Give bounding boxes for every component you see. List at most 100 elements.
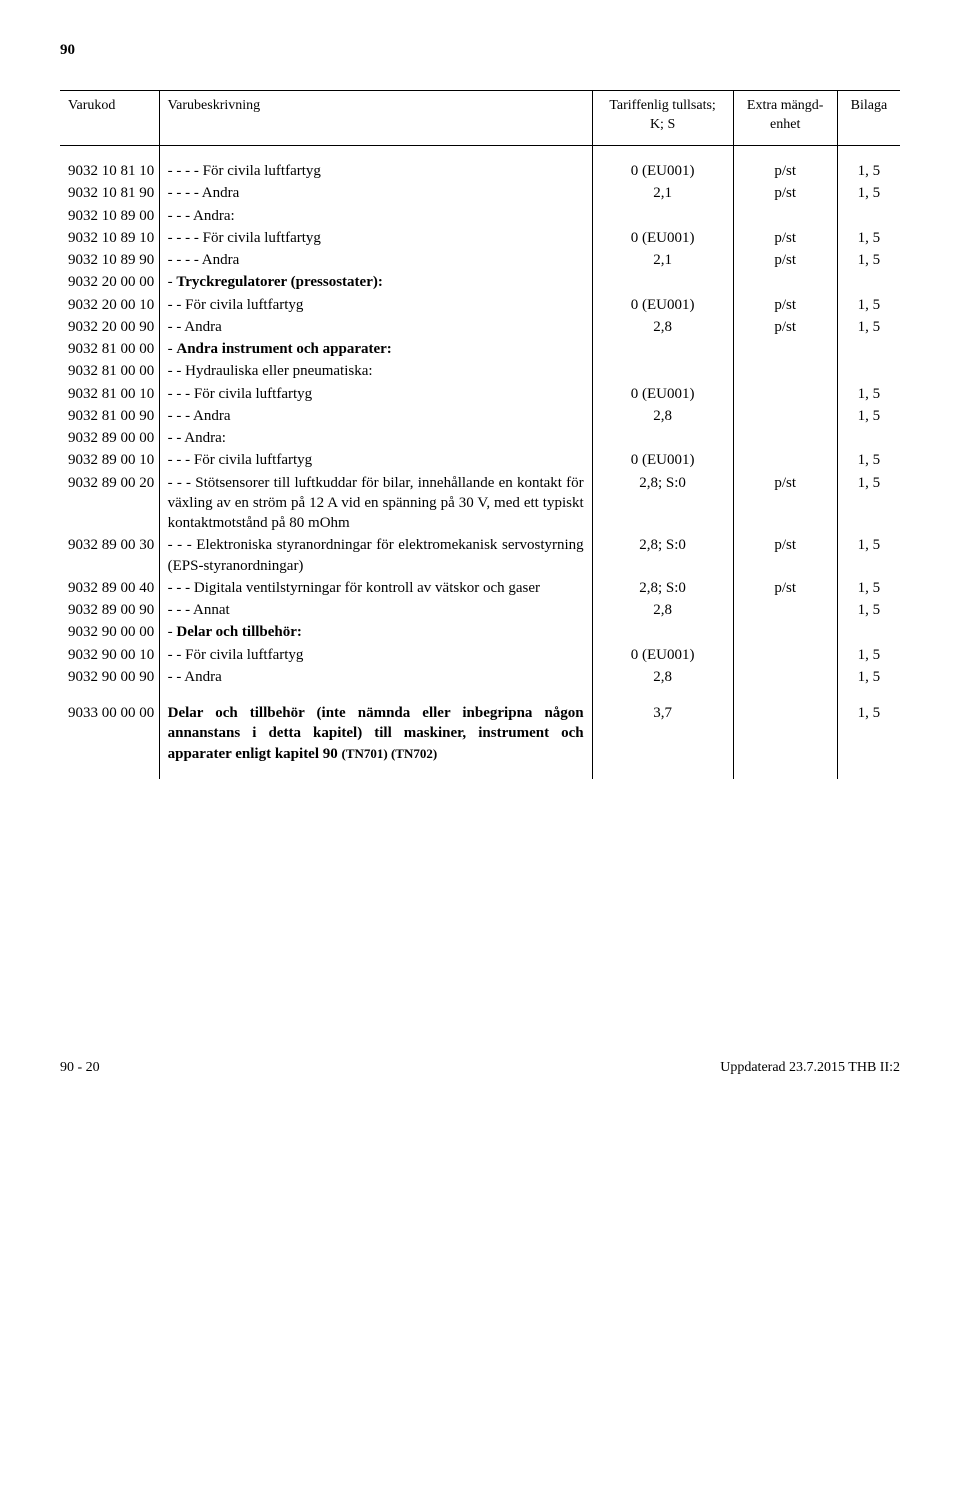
table-row: 9032 90 00 00- Delar och tillbehör: xyxy=(60,621,900,643)
cell-code: 9032 89 00 90 xyxy=(60,599,159,621)
cell-desc: - Andra instrument och apparater: xyxy=(159,338,592,360)
cell-code: 9032 81 00 00 xyxy=(60,360,159,382)
cell-extra: p/st xyxy=(733,316,837,338)
cell-bilaga: 1, 5 xyxy=(837,577,900,599)
cell-desc: - - - - Andra xyxy=(159,249,592,271)
cell-tullsats: 2,1 xyxy=(592,249,733,271)
table-row: 9032 10 81 10- - - - För civila luftfart… xyxy=(60,160,900,182)
header-extra-mangd: Extra mängd- enhet xyxy=(733,91,837,146)
table-row: 9032 20 00 10- - För civila luftfartyg0 … xyxy=(60,294,900,316)
cell-desc: - - För civila luftfartyg xyxy=(159,644,592,666)
cell-bilaga: 1, 5 xyxy=(837,599,900,621)
cell-code: 9032 89 00 10 xyxy=(60,449,159,471)
cell-extra xyxy=(733,205,837,227)
cell-code: 9032 10 89 00 xyxy=(60,205,159,227)
cell-extra: p/st xyxy=(733,160,837,182)
cell-desc: - - För civila luftfartyg xyxy=(159,294,592,316)
cell-desc: - Delar och tillbehör: xyxy=(159,621,592,643)
cell-tullsats: 2,8; S:0 xyxy=(592,472,733,535)
cell-desc: - - - För civila luftfartyg xyxy=(159,383,592,405)
cell-code: 9032 89 00 20 xyxy=(60,472,159,535)
cell-tullsats xyxy=(592,621,733,643)
cell-bilaga xyxy=(837,205,900,227)
cell-code: 9032 90 00 90 xyxy=(60,666,159,688)
header-varukod: Varukod xyxy=(60,91,159,146)
cell-code: 9033 00 00 00 xyxy=(60,702,159,765)
cell-bilaga: 1, 5 xyxy=(837,405,900,427)
table-row: 9032 10 81 90- - - - Andra2,1p/st1, 5 xyxy=(60,182,900,204)
table-row: 9032 89 00 90- - - Annat2,81, 5 xyxy=(60,599,900,621)
cell-tullsats: 0 (EU001) xyxy=(592,644,733,666)
cell-desc: - - - - För civila luftfartyg xyxy=(159,227,592,249)
page-footer: 90 - 20 Uppdaterad 23.7.2015 THB II:2 xyxy=(60,1059,900,1078)
cell-code: 9032 81 00 00 xyxy=(60,338,159,360)
cell-extra: p/st xyxy=(733,294,837,316)
cell-tullsats xyxy=(592,427,733,449)
cell-extra xyxy=(733,666,837,688)
cell-extra: p/st xyxy=(733,577,837,599)
cell-extra: p/st xyxy=(733,182,837,204)
cell-desc: - - Hydrauliska eller pneumatiska: xyxy=(159,360,592,382)
cell-desc: - - Andra xyxy=(159,666,592,688)
cell-code: 9032 81 00 10 xyxy=(60,383,159,405)
cell-code: 9032 10 81 90 xyxy=(60,182,159,204)
cell-bilaga xyxy=(837,271,900,293)
cell-code: 9032 89 00 30 xyxy=(60,534,159,577)
header-varubeskrivning: Varubeskrivning xyxy=(159,91,592,146)
cell-bilaga: 1, 5 xyxy=(837,249,900,271)
cell-code: 9032 89 00 40 xyxy=(60,577,159,599)
table-row: 9032 20 00 00- Tryckregulatorer (pressos… xyxy=(60,271,900,293)
cell-code: 9032 10 89 90 xyxy=(60,249,159,271)
cell-desc: - - - Stötsensorer till luftkuddar för b… xyxy=(159,472,592,535)
table-row: 9033 00 00 00Delar och tillbehör (inte n… xyxy=(60,702,900,765)
cell-extra xyxy=(733,360,837,382)
header-tullsats: Tariffenlig tullsats; K; S xyxy=(592,91,733,146)
cell-desc: - - - Elektroniska styranordningar för e… xyxy=(159,534,592,577)
table-row: 9032 89 00 30- - - Elektroniska styranor… xyxy=(60,534,900,577)
cell-extra xyxy=(733,702,837,765)
cell-code: 9032 10 81 10 xyxy=(60,160,159,182)
cell-tullsats: 0 (EU001) xyxy=(592,294,733,316)
cell-bilaga: 1, 5 xyxy=(837,534,900,577)
cell-code: 9032 90 00 00 xyxy=(60,621,159,643)
cell-tullsats: 0 (EU001) xyxy=(592,227,733,249)
cell-tullsats: 3,7 xyxy=(592,702,733,765)
cell-bilaga: 1, 5 xyxy=(837,160,900,182)
cell-extra: p/st xyxy=(733,227,837,249)
table-row: 9032 89 00 00- - Andra: xyxy=(60,427,900,449)
cell-bilaga: 1, 5 xyxy=(837,383,900,405)
cell-bilaga: 1, 5 xyxy=(837,449,900,471)
cell-tullsats: 2,8; S:0 xyxy=(592,577,733,599)
cell-bilaga: 1, 5 xyxy=(837,472,900,535)
cell-extra xyxy=(733,427,837,449)
cell-bilaga: 1, 5 xyxy=(837,316,900,338)
table-row: 9032 10 89 00- - - Andra: xyxy=(60,205,900,227)
cell-desc: - - - För civila luftfartyg xyxy=(159,449,592,471)
cell-desc: Delar och tillbehör (inte nämnda eller i… xyxy=(159,702,592,765)
cell-tullsats xyxy=(592,338,733,360)
table-row: 9032 89 00 40- - - Digitala ventilstyrni… xyxy=(60,577,900,599)
table-row: 9032 81 00 90- - - Andra2,81, 5 xyxy=(60,405,900,427)
cell-code: 9032 89 00 00 xyxy=(60,427,159,449)
table-row: 9032 10 89 10- - - - För civila luftfart… xyxy=(60,227,900,249)
cell-bilaga: 1, 5 xyxy=(837,182,900,204)
cell-tullsats xyxy=(592,360,733,382)
cell-tullsats: 0 (EU001) xyxy=(592,160,733,182)
cell-tullsats: 2,8 xyxy=(592,405,733,427)
cell-desc: - - - Andra: xyxy=(159,205,592,227)
cell-extra xyxy=(733,405,837,427)
cell-tullsats xyxy=(592,271,733,293)
cell-tullsats xyxy=(592,205,733,227)
cell-extra xyxy=(733,449,837,471)
cell-bilaga: 1, 5 xyxy=(837,666,900,688)
table-row: 9032 89 00 10- - - För civila luftfartyg… xyxy=(60,449,900,471)
cell-code: 9032 20 00 10 xyxy=(60,294,159,316)
cell-bilaga: 1, 5 xyxy=(837,644,900,666)
cell-bilaga: 1, 5 xyxy=(837,702,900,765)
cell-extra xyxy=(733,383,837,405)
cell-bilaga xyxy=(837,360,900,382)
header-bilaga: Bilaga xyxy=(837,91,900,146)
table-row: 9032 90 00 10- - För civila luftfartyg0 … xyxy=(60,644,900,666)
cell-extra: p/st xyxy=(733,534,837,577)
cell-desc: - - - Annat xyxy=(159,599,592,621)
